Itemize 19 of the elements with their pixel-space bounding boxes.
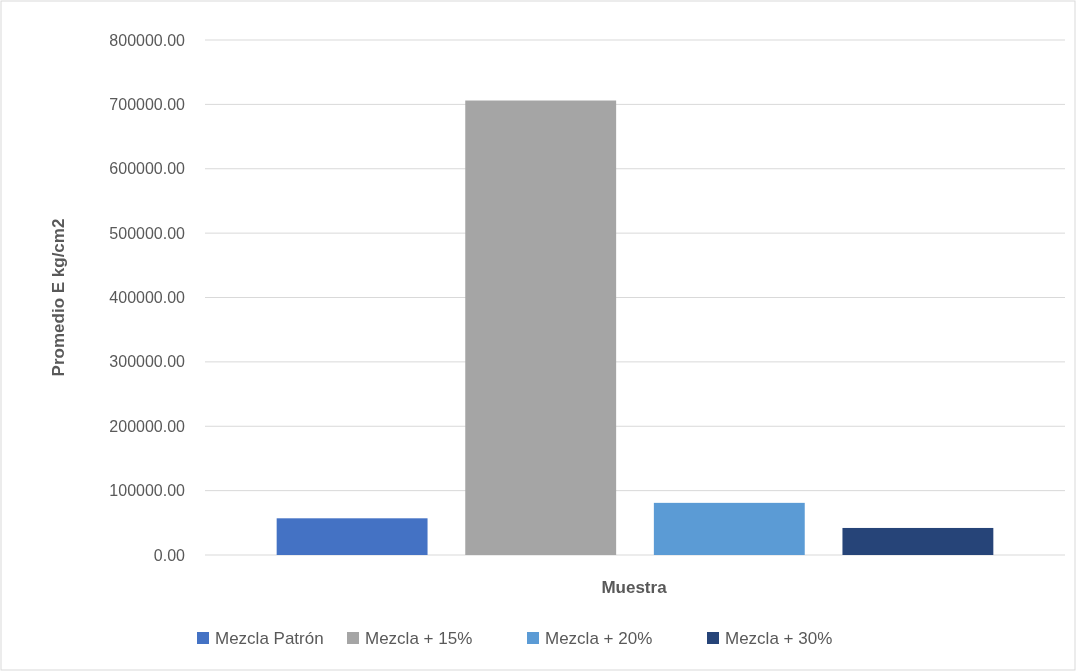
bar: [842, 527, 994, 555]
y-tick-label: 0.00: [153, 546, 186, 564]
y-tick-label: 200000.00: [109, 417, 186, 435]
legend-label: Mezcla + 30%: [725, 628, 833, 648]
y-tick-label: 700000.00: [109, 95, 186, 113]
y-tick-label: 500000.00: [109, 224, 186, 242]
y-axis-title: Promedio E kg/cm2: [49, 218, 68, 377]
legend-label: Mezcla + 20%: [545, 628, 653, 648]
bar: [276, 518, 428, 555]
legend-label: Mezcla + 15%: [365, 628, 473, 648]
y-tick-label: 600000.00: [109, 160, 186, 178]
x-axis-title: Muestra: [601, 578, 668, 597]
bar: [653, 502, 805, 555]
y-tick-label: 400000.00: [109, 289, 186, 307]
y-tick-label: 800000.00: [109, 31, 186, 49]
legend-label: Mezcla Patrón: [215, 628, 324, 648]
bar: [465, 100, 617, 555]
y-tick-label: 100000.00: [109, 482, 186, 500]
y-tick-label: 300000.00: [109, 353, 186, 371]
